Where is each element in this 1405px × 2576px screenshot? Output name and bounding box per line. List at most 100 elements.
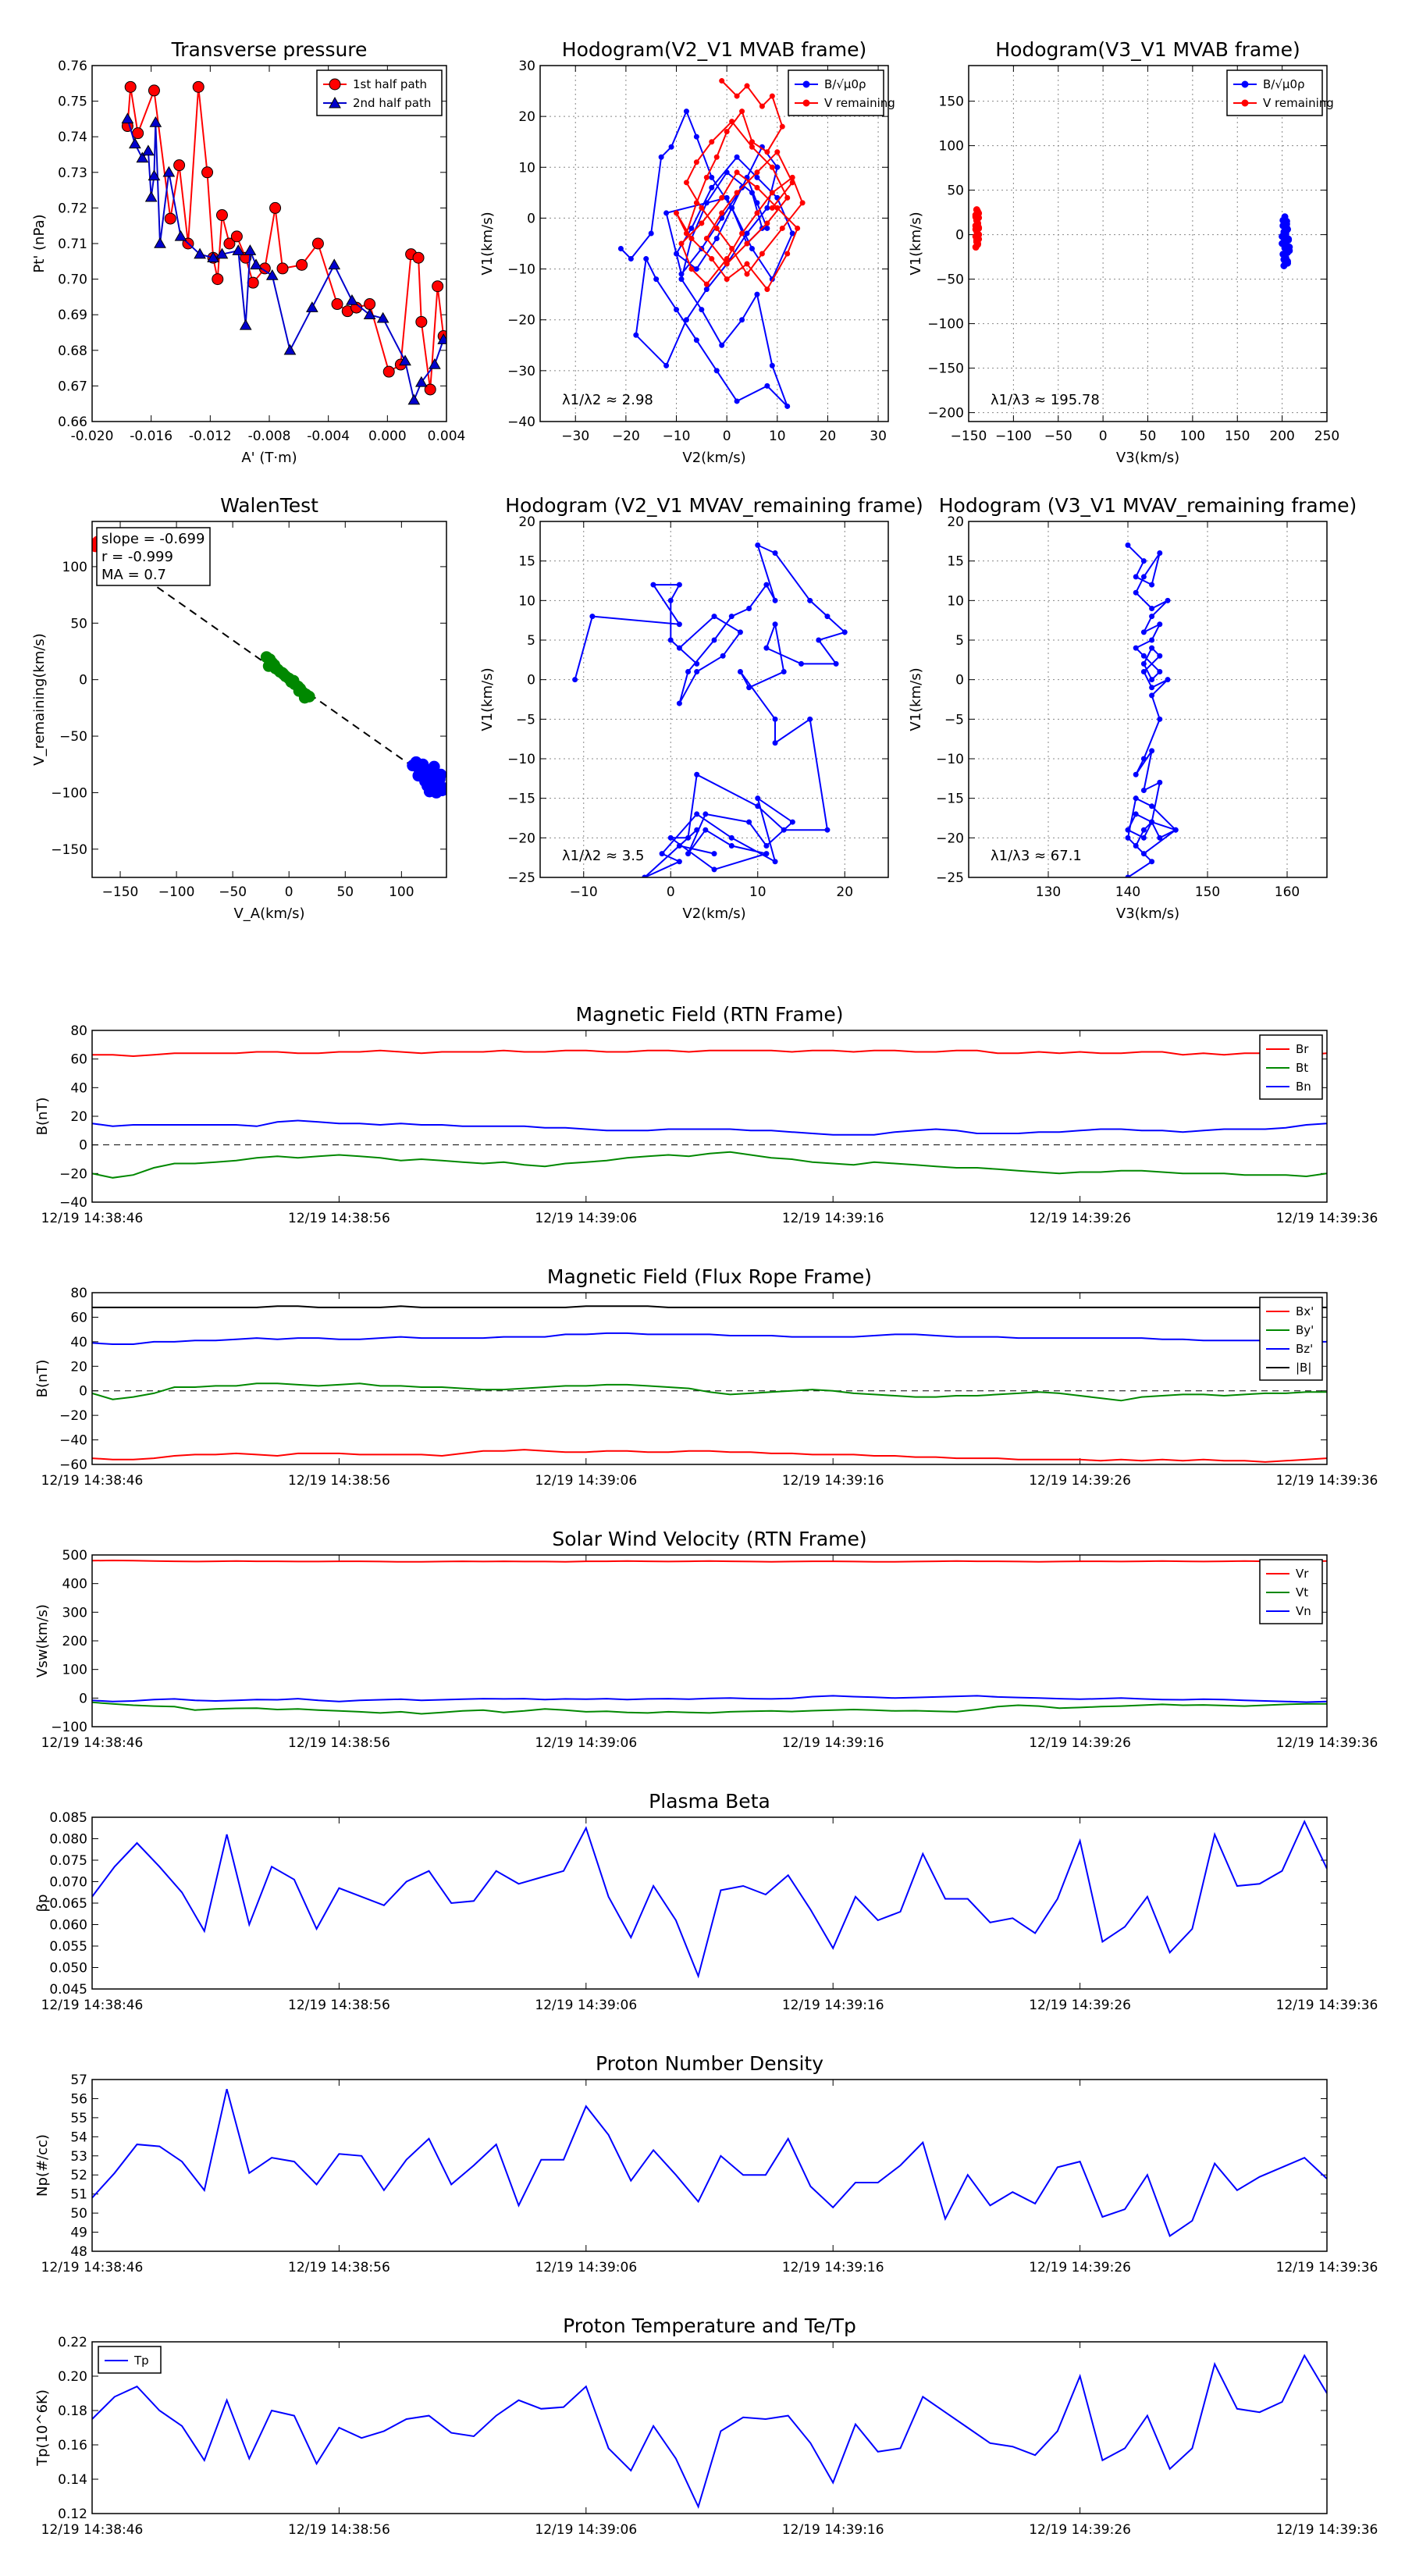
data-point xyxy=(674,210,680,216)
data-point xyxy=(1133,795,1139,802)
data-point xyxy=(734,398,740,404)
data-point xyxy=(763,851,770,857)
data-point xyxy=(1125,542,1131,548)
x-tick-label: −100 xyxy=(995,429,1032,444)
y-tick-label: −60 xyxy=(59,1457,87,1473)
x-tick-label: 12/19 14:39:36 xyxy=(1276,1473,1378,1489)
data-point xyxy=(136,151,149,163)
data-point xyxy=(728,834,735,841)
data-point xyxy=(841,629,848,635)
data-point xyxy=(1149,685,1155,691)
y-tick-label: 0.14 xyxy=(58,2472,87,2488)
data-point xyxy=(676,700,682,706)
data-point xyxy=(415,315,428,328)
legend-box xyxy=(788,69,884,116)
data-point xyxy=(685,669,692,675)
data-point xyxy=(711,637,717,643)
y-tick-label: 0.050 xyxy=(49,1961,87,1976)
y-tick-label: −50 xyxy=(59,729,87,745)
data-point xyxy=(703,200,710,206)
plot-frame xyxy=(539,65,889,422)
data-point xyxy=(694,827,700,833)
data-point xyxy=(769,93,775,99)
data-point xyxy=(688,235,695,241)
legend-label: Bn xyxy=(1296,1080,1311,1094)
x-tick-label: 12/19 14:39:36 xyxy=(1276,1735,1378,1751)
x-tick-label: −30 xyxy=(561,429,589,444)
data-point xyxy=(724,276,730,283)
x-tick-label: 10 xyxy=(769,429,786,444)
data-point xyxy=(311,237,324,250)
data-point xyxy=(363,308,376,319)
data-point xyxy=(688,266,695,272)
data-point xyxy=(764,205,770,211)
data-point xyxy=(702,811,709,817)
plot-frame xyxy=(91,1292,1328,1465)
legend-label: |B| xyxy=(1296,1361,1311,1375)
data-point xyxy=(407,393,421,405)
series-line-beta xyxy=(92,1820,1327,1979)
plot-frame xyxy=(539,521,889,878)
legend-label: 1st half path xyxy=(353,77,427,91)
x-tick-label: 12/19 14:39:16 xyxy=(782,1998,884,2013)
y-tick-label: 0 xyxy=(527,673,535,688)
data-point xyxy=(1149,803,1155,809)
chart-p1: Transverse pressure 0.66 0.67 0.68 0.69 0.70 0… xyxy=(31,38,465,466)
series-line-Vt xyxy=(92,1701,1327,1715)
x-tick-label: −10 xyxy=(570,884,598,900)
data-point xyxy=(685,851,692,857)
y-tick-label: 100 xyxy=(939,139,964,155)
data-point xyxy=(764,220,770,226)
data-point xyxy=(663,362,670,368)
data-point xyxy=(283,343,297,355)
eigen-ratio-annotation: λ1/λ3 ≈ 195.78 xyxy=(991,392,1100,408)
data-point xyxy=(328,258,341,270)
x-tick-label: 12/19 14:39:26 xyxy=(1029,1998,1131,2013)
data-point xyxy=(1157,621,1163,628)
data-point xyxy=(419,775,432,788)
data-point xyxy=(779,123,785,130)
data-point xyxy=(693,337,699,343)
data-point xyxy=(376,311,389,323)
y-tick-label: 0.18 xyxy=(58,2403,87,2419)
data-point xyxy=(432,280,444,293)
data-point xyxy=(331,298,343,311)
data-point xyxy=(694,669,700,675)
data-point xyxy=(744,271,750,277)
data-point xyxy=(699,307,705,313)
data-point xyxy=(734,93,740,99)
y-tick-label: 0.075 xyxy=(49,1853,87,1869)
data-point xyxy=(719,342,725,348)
y-tick-label: −25 xyxy=(936,870,964,886)
data-point xyxy=(1140,558,1147,564)
legend-box xyxy=(1226,69,1323,116)
data-point xyxy=(739,109,745,115)
chart-title: Hodogram(V2_V1 MVAB frame) xyxy=(562,38,866,61)
y-tick-label: 5 xyxy=(955,633,964,649)
y-axis-label: V1(km/s) xyxy=(479,667,496,731)
x-tick-label: 0.004 xyxy=(428,429,466,444)
y-axis-label: βp xyxy=(34,1895,51,1912)
x-tick-label: 12/19 14:38:46 xyxy=(41,1998,144,2013)
chart-title: Proton Temperature and Te/Tp xyxy=(563,2314,856,2337)
data-point xyxy=(729,246,735,252)
data-point xyxy=(676,859,682,865)
data-point xyxy=(247,276,259,289)
y-tick-label: 48 xyxy=(70,2244,87,2260)
x-tick-label: 200 xyxy=(1269,429,1294,444)
legend-label: Vn xyxy=(1296,1604,1311,1618)
legend-marker xyxy=(802,80,810,88)
y-tick-label: 500 xyxy=(62,1548,87,1564)
data-point xyxy=(737,669,743,675)
data-point xyxy=(693,133,699,140)
chart-title: Hodogram(V3_V1 MVAB frame) xyxy=(995,38,1300,61)
series-group xyxy=(92,535,446,799)
data-point xyxy=(755,803,761,809)
data-point xyxy=(764,149,770,155)
y-tick-label: 300 xyxy=(62,1605,87,1621)
data-point xyxy=(653,276,660,283)
data-point xyxy=(728,614,735,620)
data-point xyxy=(774,149,781,155)
series-line-|B| xyxy=(92,1305,1327,1308)
data-point xyxy=(744,230,750,237)
